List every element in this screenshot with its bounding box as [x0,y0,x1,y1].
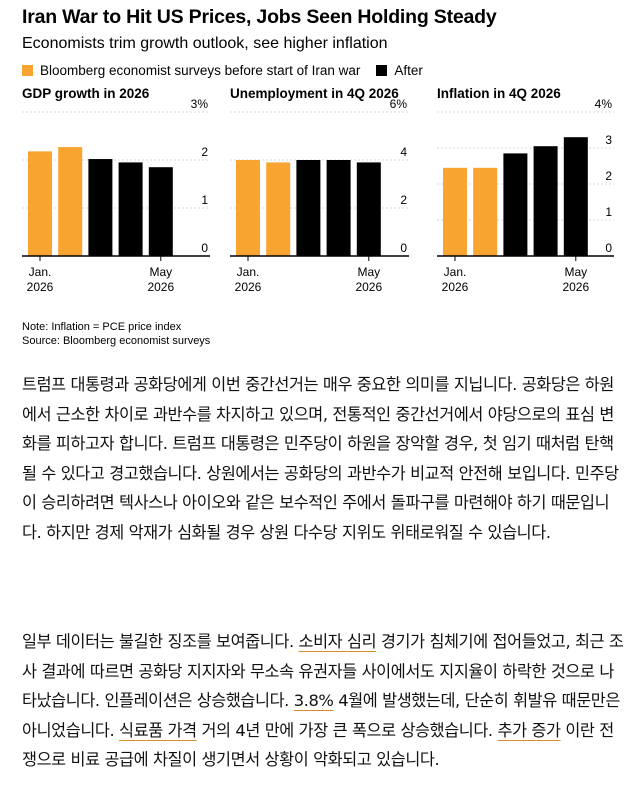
panel-title-3: Inflation in 4Q 2026 [437,86,561,101]
x-tick-start-label: Jan. [444,265,467,279]
bar [28,151,52,256]
link-food-prices[interactable]: 식료품 가격 [119,720,197,740]
legend-label-after: After [394,63,423,78]
y-tick-label: 1 [605,205,612,219]
x-tick-end-label: 2026 [562,280,589,294]
legend-swatch-before [22,65,33,76]
y-tick-label: 0 [201,241,208,255]
y-tick-label: 4 [400,145,407,159]
bar [326,160,351,256]
bar [118,162,143,256]
y-tick-label: 0 [400,241,407,255]
y-tick-label: 3% [191,97,209,111]
x-tick-start-label: 2026 [27,280,54,294]
legend-swatch-after [376,65,388,76]
article-paragraph-1: 트럼프 대통령과 공화당에게 이번 중간선거는 매우 중요한 의미를 지닙니다.… [22,375,619,542]
bar [356,162,381,256]
x-tick-end-label: May [357,265,380,279]
y-tick-label: 2 [400,193,407,207]
x-tick-start-label: 2026 [235,280,262,294]
bar [236,160,260,256]
x-tick-start-label: Jan. [237,265,260,279]
p2-text-d: 거의 4년 만에 가장 큰 폭으로 상승했습니다. [196,720,498,740]
y-tick-label: 2 [201,145,208,159]
panel-title-2: Unemployment in 4Q 2026 [230,86,399,101]
bar [443,167,467,256]
note-text: Note: Inflation = PCE price index [22,321,182,333]
link-consumer-sentiment[interactable]: 소비자 심리 [298,632,377,651]
bar [58,147,83,256]
bar [88,159,113,256]
p2-text-a: 일부 데이터는 불길한 징조를 보여줍니다. [22,632,299,651]
legend: Bloomberg economist surveys before start… [22,63,439,78]
y-tick-label: 0 [605,241,612,255]
source-text: Source: Bloomberg economist surveys [22,335,211,347]
bar [533,146,558,256]
chart-title: Iran War to Hit US Prices, Jobs Seen Hol… [22,6,497,28]
charts-area: GDP growth in 20260123%Jan.2026May2026Un… [22,86,614,294]
bar [473,167,498,256]
x-tick-end-label: May [149,265,172,279]
p2-text-c: 4월에 발생했는데, 단순히 휘발유 때문만은 아니었습니다. [22,691,620,740]
chart-subtitle: Economists trim growth outlook, see high… [22,35,388,52]
link-inflation-rate[interactable]: 3.8% [293,691,334,710]
bar [296,160,321,256]
y-tick-label: 4% [595,97,613,111]
bar [148,167,173,256]
link-further-increase[interactable]: 추가 증가 [497,720,561,740]
footnotes: Note: Inflation = PCE price index Source… [22,320,210,348]
x-tick-start-label: Jan. [29,265,52,279]
bar [503,153,528,256]
bar [563,137,588,256]
y-tick-label: 2 [605,169,612,183]
y-tick-label: 3 [605,133,612,147]
x-tick-end-label: 2026 [147,280,174,294]
panel-title-1: GDP growth in 2026 [22,86,150,101]
x-tick-end-label: May [564,265,587,279]
y-tick-label: 6% [390,97,408,111]
p2-text-e: 이란 전쟁으로 비료 공급에 차질이 생기면서 상황이 악화되고 있습니다. [22,720,614,770]
p2-text-b: 경기가 침체기에 접어들었고, 최근 조사 결과에 따르면 공화당 지지자와 무… [22,632,624,710]
x-tick-end-label: 2026 [355,280,382,294]
legend-item-before: Bloomberg economist surveys before start… [22,63,360,78]
bar [266,162,291,256]
article-paragraph-2: 일부 데이터는 불길한 징조를 보여줍니다. 소비자 심리 경기가 침체기에 접… [22,627,628,775]
y-tick-label: 1 [201,193,208,207]
legend-label-before: Bloomberg economist surveys before start… [40,63,361,78]
x-tick-start-label: 2026 [442,280,469,294]
legend-item-after: After [376,63,423,78]
